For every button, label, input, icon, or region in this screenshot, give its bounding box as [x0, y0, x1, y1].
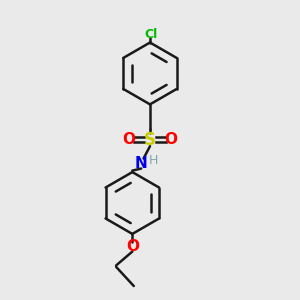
Text: O: O [126, 239, 139, 254]
Text: O: O [122, 132, 135, 147]
Text: O: O [165, 132, 178, 147]
Text: S: S [144, 131, 156, 149]
Text: N: N [135, 156, 148, 171]
Text: H: H [149, 154, 158, 167]
Text: Cl: Cl [145, 28, 158, 41]
